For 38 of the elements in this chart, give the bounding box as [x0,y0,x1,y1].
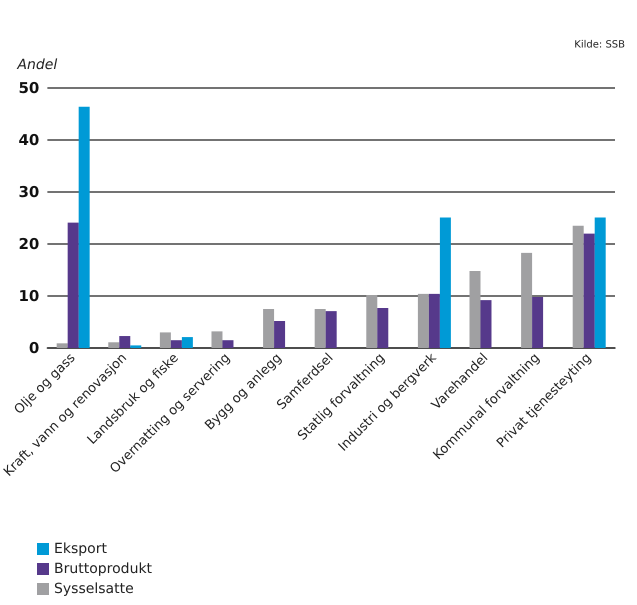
bar [326,311,337,348]
y-tick-label: 50 [18,79,40,97]
bar [314,309,326,348]
y-tick-label: 20 [18,235,40,253]
bar [469,271,480,348]
legend-label: Sysselsatte [54,581,134,597]
bar [108,342,120,348]
bar [521,252,532,348]
bar [130,345,142,348]
bar [263,309,274,348]
legend-label: Bruttoprodukt [54,561,153,577]
bar [366,295,378,348]
bar [594,217,606,348]
bar [160,332,171,348]
bar [78,106,90,348]
bar [572,226,584,348]
bar [532,297,544,348]
legend-label: Eksport [54,541,108,557]
y-tick-label: 30 [18,183,40,201]
bar [222,340,234,348]
bar [211,331,222,348]
bar [68,222,79,348]
bar [274,320,286,348]
y-tick-label: 10 [18,287,40,305]
y-tick-label: 0 [28,339,40,357]
bar [377,308,388,348]
bar [56,343,68,348]
bar [440,217,451,348]
bar [182,337,193,348]
y-axis-title: Andel [16,57,58,73]
bar [170,340,182,348]
bar [428,294,440,348]
y-tick-label: 40 [18,131,40,149]
text: Kilde: SSB [574,40,626,50]
bar [584,234,595,348]
bar [119,336,130,348]
bar [480,300,492,348]
bar [418,294,429,348]
